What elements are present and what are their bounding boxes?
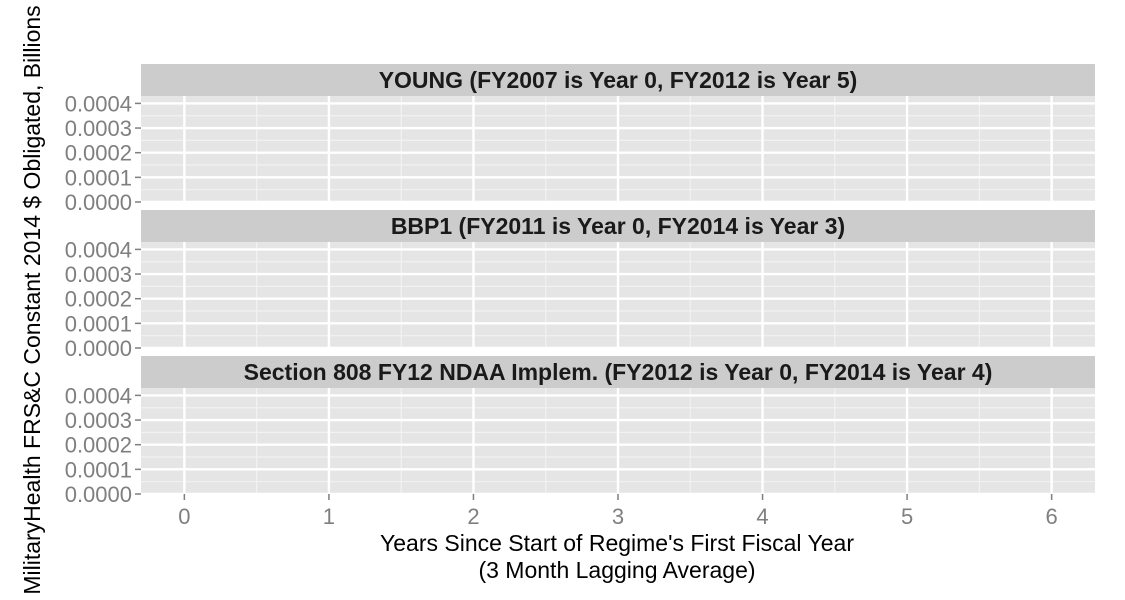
y-tick-label: 0.0000 <box>65 190 132 215</box>
y-tick-label: 0.0004 <box>65 237 132 262</box>
facet-title: YOUNG (FY2007 is Year 0, FY2012 is Year … <box>379 67 858 93</box>
facet-strip <box>141 356 1095 388</box>
y-tick-label: 0.0001 <box>65 165 132 190</box>
y-axis-title: MilitaryHealth FRS&C Constant 2014 $ Obl… <box>19 5 45 594</box>
y-tick-label: 0.0002 <box>65 141 132 166</box>
facet-panel: Section 808 FY12 NDAA Implem. (FY2012 is… <box>65 356 1095 507</box>
x-tick-label: 6 <box>1046 504 1058 529</box>
y-tick-label: 0.0003 <box>65 408 132 433</box>
y-tick-label: 0.0002 <box>65 287 132 312</box>
facet-title: Section 808 FY12 NDAA Implem. (FY2012 is… <box>244 359 993 385</box>
x-tick-label: 4 <box>756 504 768 529</box>
x-axis-subtitle: (3 Month Lagging Average) <box>478 557 755 583</box>
y-tick-label: 0.0001 <box>65 457 132 482</box>
y-tick-label: 0.0002 <box>65 433 132 458</box>
facet-panel: YOUNG (FY2007 is Year 0, FY2012 is Year … <box>65 64 1095 215</box>
x-tick-label: 1 <box>323 504 335 529</box>
facet-strip <box>141 64 1095 96</box>
y-tick-label: 0.0004 <box>65 383 132 408</box>
y-tick-label: 0.0000 <box>65 336 132 361</box>
facet-strip <box>141 210 1095 242</box>
x-tick-label: 2 <box>467 504 479 529</box>
x-axis-title: Years Since Start of Regime's First Fisc… <box>380 530 854 556</box>
y-tick-label: 0.0004 <box>65 91 132 116</box>
y-tick-label: 0.0003 <box>65 262 132 287</box>
x-tick-label: 0 <box>178 504 190 529</box>
y-tick-label: 0.0001 <box>65 311 132 336</box>
y-tick-label: 0.0003 <box>65 116 132 141</box>
facet-title: BBP1 (FY2011 is Year 0, FY2014 is Year 3… <box>391 213 845 239</box>
x-axis: 0 1 2 3 4 5 6 <box>178 494 1058 529</box>
x-tick-label: 3 <box>612 504 624 529</box>
facet-panel: BBP1 (FY2011 is Year 0, FY2014 is Year 3… <box>65 210 1095 361</box>
chart-panels: YOUNG (FY2007 is Year 0, FY2012 is Year … <box>65 64 1095 507</box>
y-tick-label: 0.0000 <box>65 482 132 507</box>
x-tick-label: 5 <box>901 504 913 529</box>
